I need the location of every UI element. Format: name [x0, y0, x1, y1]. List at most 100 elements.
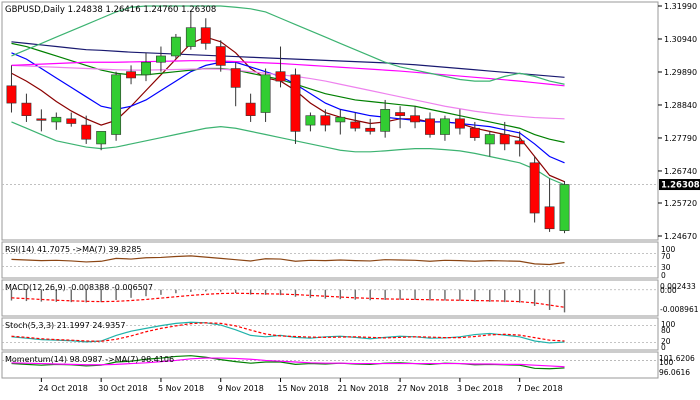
macd-level-bottom: -0.008961 — [660, 305, 699, 314]
time-tick-label: 24 Oct 2018 — [38, 384, 87, 393]
time-tick-label: 27 Nov 2018 — [397, 384, 448, 393]
bull-candle — [111, 74, 122, 135]
candlesticks — [6, 11, 570, 234]
current-price-box — [659, 179, 700, 191]
bear-candle — [36, 118, 47, 121]
rsi-level-70: 70 — [661, 252, 671, 261]
momentum-indicator — [2, 355, 658, 370]
bull-candle — [96, 131, 107, 145]
stoch-level-80: 80 — [661, 326, 671, 335]
macd-level-top: 0.002433 — [660, 282, 696, 291]
momentum-level-top: 101.6206 — [659, 354, 695, 363]
momentum-panel[interactable] — [1, 351, 659, 379]
bear-candle — [410, 115, 420, 123]
moving-average-line — [11, 60, 565, 87]
time-tick-label: 3 Dec 2018 — [457, 384, 503, 393]
moving-average-line — [11, 42, 565, 143]
bull-candle — [141, 61, 151, 76]
stoch-level-20: 20 — [661, 337, 671, 346]
bull-candle — [559, 184, 570, 231]
rsi-level-100: 100 — [661, 245, 676, 254]
rsi-label: RSI(14) 41.7075 ->MA(7) 39.8285 — [5, 245, 142, 254]
stoch-main-line — [11, 321, 565, 344]
moving-average-line — [11, 121, 565, 186]
rsi-panel[interactable] — [1, 241, 659, 279]
bear-candle — [395, 112, 406, 116]
bear-candle — [469, 127, 480, 138]
bull-candle — [380, 109, 391, 132]
bull-candle — [185, 27, 196, 47]
rsi-level-0: 0 — [661, 271, 666, 280]
time-axis: 24 Oct 2018 30 Oct 2018 5 Nov 2018 9 Nov 20… — [38, 378, 563, 393]
rsi-line — [11, 255, 565, 266]
macd-level-zero: 0.00 — [660, 286, 677, 295]
bear-candle — [350, 121, 361, 129]
price-tick-label: 1.25720 — [664, 199, 697, 208]
bull-candle — [51, 116, 62, 123]
macd-indicator — [2, 289, 658, 313]
bull-candle — [156, 55, 166, 63]
bull-candle — [335, 116, 346, 123]
bear-candle — [425, 118, 435, 135]
price-tick-label: 1.30940 — [664, 35, 697, 44]
bear-candle — [66, 118, 77, 124]
bear-candle — [230, 68, 241, 88]
current-price-label: 1.26308 — [661, 181, 700, 191]
moving-average-lines — [11, 5, 565, 186]
bear-candle — [544, 206, 555, 230]
price-tick-label: 1.27790 — [664, 134, 697, 143]
bear-candle — [320, 115, 331, 126]
bear-candle — [514, 140, 525, 145]
bear-candle — [81, 124, 92, 140]
time-tick-label: 5 Nov 2018 — [158, 384, 204, 393]
stochastic-panel[interactable] — [1, 317, 659, 351]
moving-average-line — [11, 64, 565, 120]
main-price-panel[interactable] — [1, 1, 659, 241]
rsi-level-30: 30 — [661, 263, 671, 272]
bear-candle — [290, 74, 301, 132]
bear-candle — [275, 71, 286, 82]
price-axis: 1.31990 1.30940 1.29890 1.28840 1.27790 1.267… — [658, 2, 697, 241]
macd-label: MACD(12,26,9) -0.008388 -0.006507 — [5, 283, 153, 292]
bull-candle — [440, 118, 450, 135]
bull-candle — [484, 134, 495, 145]
bear-candle — [454, 118, 465, 129]
price-tick-label: 1.31990 — [664, 2, 697, 11]
momentum-label: Momentum(14) 98.0987 ->MA(7) 98.4106 — [5, 355, 174, 364]
moving-average-line — [11, 41, 565, 78]
macd-signal-line — [11, 292, 565, 308]
bear-candle — [6, 85, 17, 104]
moving-average-line — [11, 5, 565, 85]
momentum-level-bottom: 96.0616 — [659, 368, 690, 377]
time-tick-label: 15 Nov 2018 — [278, 384, 329, 393]
momentum-ma-line — [11, 357, 565, 368]
bear-candle — [529, 162, 540, 214]
bull-candle — [260, 74, 271, 113]
time-tick-label: 21 Nov 2018 — [337, 384, 388, 393]
bull-candle — [305, 115, 316, 126]
time-tick-label: 9 Nov 2018 — [218, 384, 264, 393]
time-tick-label: 30 Oct 2018 — [98, 384, 147, 393]
main-chart-header: GBPUSD,Daily 1.24838 1.26416 1.24760 1.2… — [5, 5, 216, 15]
bear-candle — [200, 27, 211, 44]
bull-candle — [170, 36, 181, 57]
macd-panel[interactable] — [1, 279, 659, 317]
price-tick-label: 1.28840 — [664, 101, 697, 110]
time-tick-label: 7 Dec 2018 — [517, 384, 563, 393]
momentum-level-100: 100 — [659, 358, 674, 367]
stochastic-label: Stoch(5,3,3) 21.1997 24.9357 — [5, 321, 125, 330]
bear-candle — [126, 71, 136, 79]
moving-average-line — [11, 52, 565, 164]
price-tick-label: 1.29890 — [664, 68, 697, 77]
moving-average-line — [11, 36, 565, 183]
stoch-level-100: 100 — [661, 320, 676, 329]
bear-candle — [245, 102, 256, 116]
price-tick-label: 1.24670 — [664, 232, 697, 241]
bear-candle — [499, 134, 510, 145]
price-tick-label: 1.26740 — [664, 167, 697, 176]
stoch-level-0: 0 — [661, 343, 666, 352]
rsi-indicator — [2, 253, 658, 267]
bear-candle — [21, 102, 32, 116]
